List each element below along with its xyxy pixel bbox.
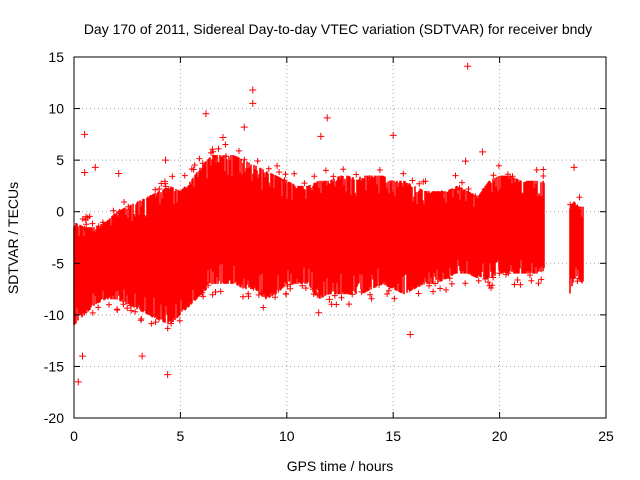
x-tick-label: 10 bbox=[279, 428, 295, 444]
x-tick-label: 15 bbox=[385, 428, 401, 444]
outlier-point-14 bbox=[315, 309, 323, 317]
outlier-point-21 bbox=[479, 148, 487, 156]
y-tick-label: -20 bbox=[44, 410, 64, 426]
x-tick-label: 20 bbox=[492, 428, 508, 444]
outlier-point-3 bbox=[91, 163, 99, 171]
y-tick-label: 0 bbox=[56, 204, 64, 220]
data-point-cluster bbox=[79, 141, 547, 332]
outlier-point-6 bbox=[138, 352, 146, 360]
outlier-point-5 bbox=[115, 170, 123, 178]
outlier-point-16 bbox=[325, 295, 333, 303]
data-band bbox=[569, 201, 584, 294]
outlier-point-2 bbox=[81, 130, 89, 138]
outlier-point-15 bbox=[323, 114, 331, 122]
y-tick-label: 5 bbox=[56, 152, 64, 168]
outlier-point-12 bbox=[249, 86, 257, 94]
outlier-point-11 bbox=[240, 123, 248, 131]
x-axis-title: GPS time / hours bbox=[287, 458, 394, 474]
y-tick-label: -10 bbox=[44, 307, 64, 323]
outlier-point-4 bbox=[81, 169, 89, 177]
y-tick-label: 15 bbox=[48, 49, 64, 65]
outlier-point-19 bbox=[406, 330, 414, 338]
outlier-point-1 bbox=[79, 352, 87, 360]
outlier-point-8 bbox=[162, 156, 170, 164]
data-points bbox=[73, 62, 584, 386]
outlier-point-9 bbox=[202, 110, 210, 118]
outlier-point-0 bbox=[74, 378, 82, 386]
outlier-point-17 bbox=[317, 132, 325, 140]
data-point-cluster bbox=[567, 194, 583, 285]
y-axis-title: SDTVAR / TECUs bbox=[5, 182, 21, 294]
outlier-point-22 bbox=[462, 157, 470, 165]
outlier-point-10 bbox=[219, 133, 227, 141]
x-tick-label: 25 bbox=[598, 428, 614, 444]
axis-ticks: 0 5 10 15 20 25 -20 -15 -10 -5 0 5 10 15 bbox=[44, 49, 614, 444]
plot-frame bbox=[73, 56, 607, 419]
y-tick-label: 10 bbox=[48, 101, 64, 117]
outlier-point-13 bbox=[249, 99, 257, 107]
outlier-point-23 bbox=[570, 163, 578, 171]
x-tick-label: 5 bbox=[177, 428, 185, 444]
y-tick-label: -15 bbox=[44, 358, 64, 374]
outlier-point-18 bbox=[389, 131, 397, 139]
chart-title: Day 170 of 2011, Sidereal Day-to-day VTE… bbox=[84, 21, 592, 37]
outlier-point-20 bbox=[464, 62, 472, 70]
outlier-point-7 bbox=[164, 371, 172, 379]
x-tick-label: 0 bbox=[70, 428, 78, 444]
y-tick-label: -5 bbox=[52, 255, 65, 271]
